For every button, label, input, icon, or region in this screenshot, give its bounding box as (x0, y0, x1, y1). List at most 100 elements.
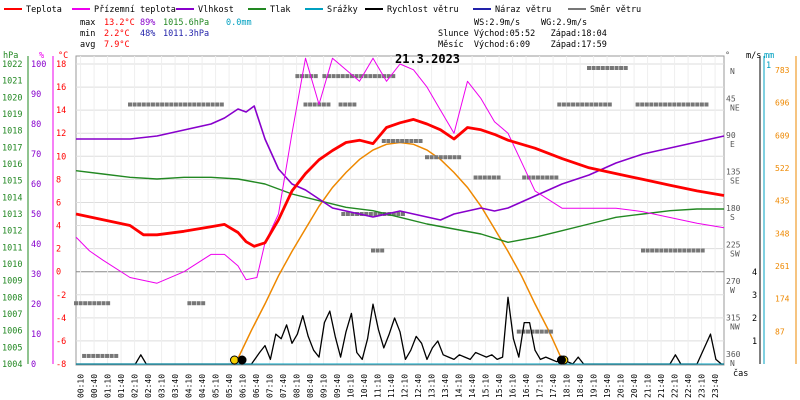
hpa-tick: 1022 (2, 60, 22, 70)
dir-tick-name: SW (730, 250, 740, 259)
moonrise-marker (237, 355, 247, 365)
wind-dir-point (206, 102, 211, 107)
grid (76, 56, 724, 365)
time-tick: 14:40 (468, 374, 477, 398)
time-tick: 17:40 (549, 374, 558, 398)
stats-avg-temp: 7.9°C (104, 40, 130, 50)
time-tick: 03:10 (158, 374, 167, 398)
wind-dir-point (219, 102, 224, 107)
time-tick: 04:40 (198, 374, 207, 398)
time-tick: 19:40 (603, 374, 612, 398)
wind-dir-point (668, 248, 673, 253)
wind-dir-point (603, 102, 608, 107)
time-tick: 23:10 (698, 374, 707, 398)
wind-dir-point (74, 301, 78, 306)
hpa-tick: 1006 (2, 327, 22, 337)
stats-min-temp: 2.2°C (104, 29, 130, 39)
wind-dir-point (571, 102, 576, 107)
wind-dir-point (686, 248, 691, 253)
wind-dir-point (354, 74, 359, 79)
hpa-tick: 1012 (2, 227, 22, 237)
temp-tick: 2 (56, 245, 61, 255)
wind-dir-point (682, 248, 687, 253)
mm-tick: 1 (766, 61, 771, 71)
stats-max-temp: 13.2°C (104, 18, 135, 28)
hpa-tick: 1020 (2, 93, 22, 103)
wind-dir-point (425, 155, 429, 160)
wind-dir-point (535, 175, 540, 180)
stats-max-hum: 89% (140, 18, 155, 28)
temp-tick: 4 (56, 222, 61, 232)
wind-dir-point (391, 212, 396, 216)
wind-dir-point (690, 102, 695, 107)
hum-tick: 40 (31, 240, 41, 250)
time-tick: 21:40 (657, 374, 666, 398)
wind-dir-point (589, 102, 594, 107)
wind-dir-point (101, 301, 106, 306)
series-teplota (75, 118, 725, 248)
wind-dir-point (303, 102, 308, 107)
time-tick: 15:40 (495, 374, 504, 398)
wind-dir-point (83, 301, 88, 306)
wind-dir-point (201, 301, 206, 306)
wind-dir-point (649, 102, 654, 107)
wind-dir-point (382, 74, 387, 79)
solar-tick: 696 (775, 99, 790, 108)
wind-dir-point (395, 139, 400, 143)
solar-tick: 522 (775, 164, 790, 173)
wind-dir-point (105, 353, 110, 358)
temp-tick: 12 (56, 129, 66, 139)
wind-dir-point (561, 102, 566, 107)
wind-dir-point (457, 155, 462, 160)
wind-dir-point (92, 301, 97, 306)
wind-dir-point (164, 102, 169, 107)
wind-dir-point (109, 353, 114, 358)
wind-dir-point (641, 248, 645, 253)
wind-dir-point (304, 74, 309, 79)
ms-tick: 3 (752, 291, 757, 301)
wind-dir-point (566, 102, 571, 107)
wind-dir-point (545, 175, 550, 180)
wind-dir-point (614, 66, 619, 70)
sun-moon-markers (229, 355, 569, 365)
info-ws: WS:2.9m/s (474, 18, 520, 28)
temp-tick: -2 (56, 291, 66, 301)
temp-tick: 14 (56, 106, 66, 116)
dir-tick-name: SE (730, 177, 740, 186)
wind-dir-point (404, 139, 409, 143)
wind-dir-point (695, 102, 700, 107)
wind-dir-point (196, 301, 201, 306)
wind-dir-point (336, 74, 341, 79)
legend-label-5: Rychlost větru (387, 5, 459, 15)
series-přízemní-teplota (75, 57, 725, 284)
wind-dir-point (473, 175, 478, 180)
wind-dir-point (173, 102, 178, 107)
wind-dir-point (345, 74, 350, 79)
wind-dir-point (691, 248, 696, 253)
temp-tick: 0 (56, 268, 61, 278)
wind-dir-point (644, 102, 649, 107)
wind-dir-point (653, 102, 658, 107)
time-tick: 02:10 (131, 374, 140, 398)
sunrise-marker (229, 355, 239, 365)
stats-min-press: 1011.3hPa (163, 29, 209, 39)
wind-dir-point (363, 74, 368, 79)
time-tick: 02:40 (144, 374, 153, 398)
wind-dir-point (87, 301, 92, 306)
legend-label-4: Srážky (327, 5, 358, 15)
time-tick: 06:40 (252, 374, 261, 398)
wind-dir-point (650, 248, 655, 253)
wind-dir-point (359, 74, 364, 79)
dir-tick-deg: 315 (726, 314, 741, 323)
stats-max-label: max (80, 18, 95, 28)
wind-dir-point (525, 329, 530, 334)
wind-dir-point (699, 102, 704, 107)
wind-dir-point (391, 74, 396, 79)
hum-tick: 0 (31, 360, 36, 370)
hpa-tick: 1015 (2, 177, 22, 187)
wind-dir-point (196, 102, 201, 107)
time-tick: 20:10 (617, 374, 626, 398)
wind-dir-point (86, 353, 91, 358)
wind-dir-point (326, 74, 331, 79)
solar-tick: 87 (775, 327, 785, 336)
